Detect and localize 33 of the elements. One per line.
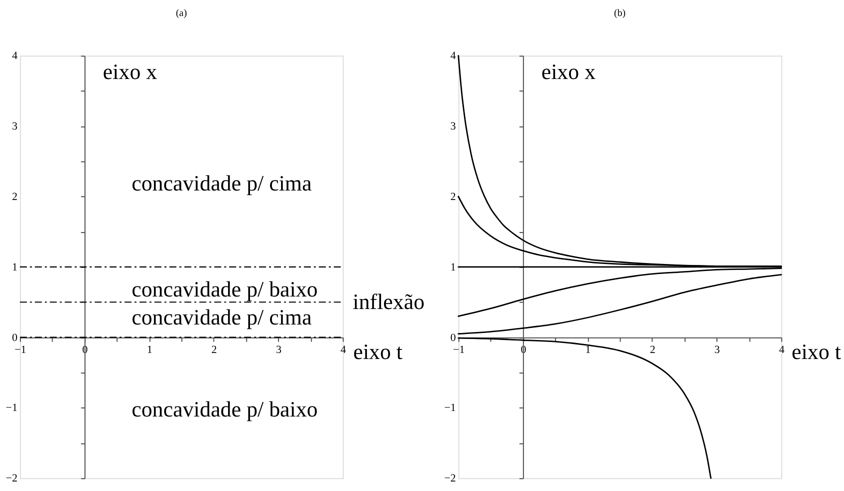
x-tick-label: 2 xyxy=(211,344,217,356)
y-tick-label: −1 xyxy=(6,402,18,414)
annotation: concavidade p/ cima xyxy=(132,170,312,196)
y-tick-label: 3 xyxy=(12,120,18,133)
y-axis-title: eixo x xyxy=(541,59,596,84)
y-tick-label: 0 xyxy=(12,332,18,344)
x-tick-label: 3 xyxy=(276,344,282,356)
series-label: inflexão xyxy=(352,289,425,314)
x-tick-label: 4 xyxy=(778,344,785,356)
x-tick-label: 3 xyxy=(714,344,720,356)
chart-title: (a) xyxy=(176,8,187,19)
y-tick-label: 1 xyxy=(12,261,18,274)
y-tick-label: −2 xyxy=(6,472,18,485)
y-tick-label: 3 xyxy=(450,120,456,133)
y-tick-label: 4 xyxy=(450,50,456,62)
chart-title: (b) xyxy=(614,8,626,19)
x-tick-label: 4 xyxy=(340,344,347,356)
y-tick-label: 2 xyxy=(12,190,18,203)
y-axis-title: eixo x xyxy=(102,59,158,84)
y-tick-label: 2 xyxy=(450,190,456,203)
y-tick-label: 4 xyxy=(12,50,18,62)
y-tick-label: 0 xyxy=(450,332,456,344)
annotation: concavidade p/ baixo xyxy=(132,396,318,422)
y-tick-label: −2 xyxy=(444,472,456,485)
y-tick-label: 1 xyxy=(450,261,456,274)
x-axis-title: eixo t xyxy=(792,338,841,364)
x-tick-label: 1 xyxy=(585,344,591,356)
x-tick-label: 2 xyxy=(650,344,656,356)
x-axis-title: eixo t xyxy=(353,338,403,364)
annotation: concavidade p/ baixo xyxy=(132,276,318,302)
y-tick-label: −1 xyxy=(444,402,456,414)
x-tick-label: 1 xyxy=(146,344,152,356)
annotation: concavidade p/ cima xyxy=(132,304,312,330)
